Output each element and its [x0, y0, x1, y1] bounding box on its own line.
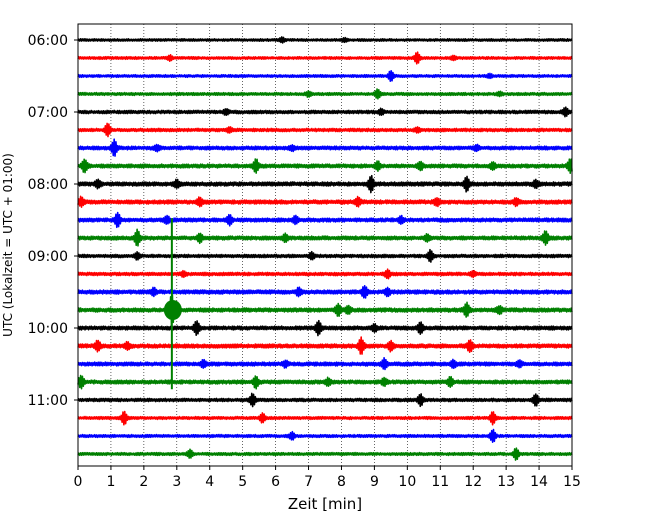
- y-tick-label-08:00: 08:00: [28, 177, 68, 193]
- trace-0630: [77, 69, 573, 82]
- y-tick-label-09:00: 09:00: [28, 249, 68, 265]
- trace-0845: [77, 228, 573, 247]
- trace-1100: [77, 392, 573, 408]
- trace-1000: [77, 319, 573, 337]
- x-tick-label-3: 3: [172, 474, 181, 490]
- x-tick-label-7: 7: [304, 474, 313, 490]
- trace-0900: [77, 248, 573, 263]
- y-tick-label-07:00: 07:00: [28, 105, 68, 121]
- trace-1130: [77, 428, 573, 444]
- trace-0730: [77, 138, 573, 157]
- spike-burst: [163, 300, 182, 320]
- trace-0915: [77, 268, 573, 280]
- trace-1115: [77, 410, 573, 426]
- x-tick-label-8: 8: [337, 474, 346, 490]
- x-axis-label: Zeit [min]: [288, 495, 362, 513]
- x-tick-label-5: 5: [238, 474, 247, 490]
- x-tick-label-6: 6: [271, 474, 280, 490]
- trace-0715: [77, 122, 573, 138]
- trace-0700: [77, 106, 573, 118]
- trace-0800: [77, 174, 573, 194]
- x-tick-label-14: 14: [530, 474, 548, 490]
- x-tick-label-13: 13: [497, 474, 515, 490]
- x-tick-label-1: 1: [106, 474, 115, 490]
- trace-0600: [77, 36, 573, 44]
- y-axis: 06:00 07:00 08:00 09:00 10:00 11:00: [28, 33, 78, 409]
- trace-1015: [77, 336, 573, 355]
- x-tick-label-15: 15: [563, 474, 581, 490]
- x-tick-label-11: 11: [431, 474, 449, 490]
- trace-0945: [77, 294, 573, 327]
- trace-0815: [77, 195, 573, 208]
- trace-1045: [77, 374, 573, 390]
- x-tick-label-2: 2: [139, 474, 148, 490]
- y-tick-label-10:00: 10:00: [28, 321, 68, 337]
- y-axis-label: UTC (Lokalzeit = UTC + 01:00): [1, 153, 15, 337]
- trace-1030: [77, 356, 573, 371]
- plot-frame: [77, 23, 573, 467]
- trace-0830: [77, 211, 573, 229]
- x-tick-label-4: 4: [205, 474, 214, 490]
- trace-0745: [77, 158, 573, 174]
- y-tick-label-06:00: 06:00: [28, 33, 68, 49]
- x-tick-label-12: 12: [464, 474, 482, 490]
- trace-0615: [77, 51, 573, 65]
- trace-1145: [77, 447, 573, 461]
- x-axis: 0 1 2 3 4 5 6 7 8 9 10 11 12 13 14 15: [74, 466, 581, 490]
- y-tick-label-11:00: 11:00: [28, 393, 68, 409]
- x-tick-label-0: 0: [74, 474, 83, 490]
- trace-0930: [77, 284, 573, 299]
- trace-group: [77, 36, 573, 461]
- trace-0645: [77, 88, 573, 100]
- x-tick-label-10: 10: [398, 474, 416, 490]
- x-tick-label-9: 9: [370, 474, 379, 490]
